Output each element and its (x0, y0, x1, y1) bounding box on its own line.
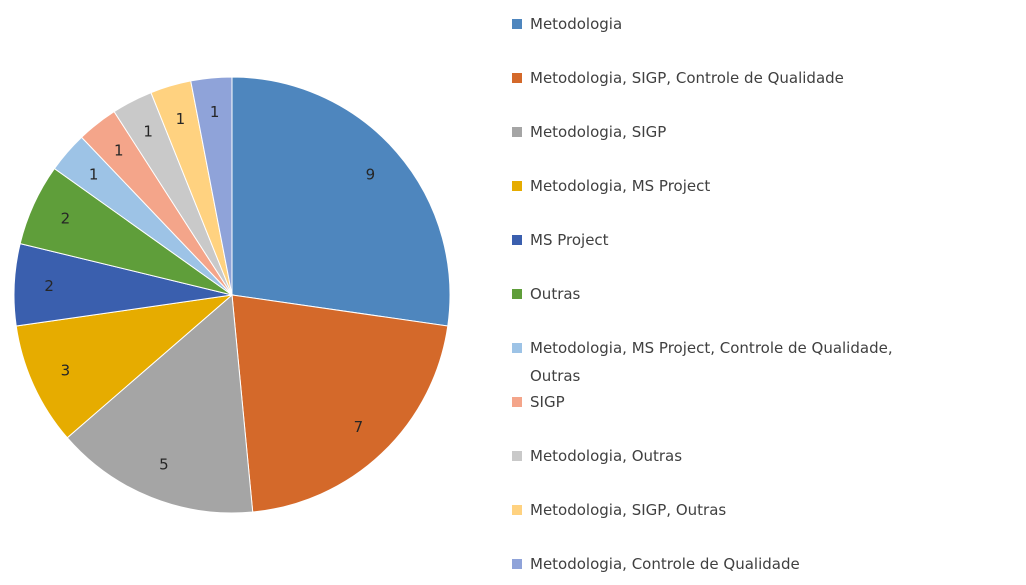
data-label: 1 (210, 103, 220, 121)
legend-swatch (512, 181, 522, 191)
legend-label: Metodologia (530, 15, 623, 33)
legend-label: SIGP (530, 393, 565, 411)
legend-swatch (512, 289, 522, 299)
legend-entry: Metodologia, SIGP, Outras (512, 496, 930, 524)
legend-swatch (512, 127, 522, 137)
legend-label: Metodologia, SIGP, Outras (530, 501, 727, 519)
legend-label: Metodologia, SIGP, Controle de Qualidade (530, 69, 844, 87)
legend-entry: Metodologia, MS Project (512, 172, 930, 200)
data-label: 7 (354, 418, 364, 436)
data-label: 1 (143, 123, 153, 141)
pie-slice (66, 293, 254, 514)
legend-swatch (512, 235, 522, 245)
legend-label: Metodologia, SIGP (530, 123, 667, 141)
legend-swatch (512, 19, 522, 29)
data-label: 2 (44, 277, 54, 295)
legend-label: Metodologia, Controle de Qualidade (530, 555, 800, 573)
pie-slice (231, 294, 449, 513)
data-label: 1 (114, 142, 124, 160)
data-label: 2 (61, 209, 71, 227)
legend-entry: Metodologia, SIGP (512, 118, 930, 146)
pie-slice (190, 76, 233, 296)
data-label: 1 (89, 166, 99, 184)
legend-label: Outras (530, 285, 581, 303)
legend-swatch (512, 397, 522, 407)
data-label: 9 (366, 166, 376, 184)
data-label: 3 (61, 362, 71, 380)
legend-entry: Metodologia, SIGP, Controle de Qualidade (512, 64, 930, 92)
legend-swatch (512, 505, 522, 515)
legend-label: Metodologia, MS Project (530, 177, 711, 195)
pie-slice (231, 76, 451, 327)
pie-slice (15, 294, 234, 439)
legend-entry: Metodologia, MS Project, Controle de Qua… (512, 334, 930, 390)
legend-swatch (512, 343, 522, 353)
legend-entry: Metodologia, Controle de Qualidade (512, 550, 930, 578)
legend-entry: Outras (512, 280, 930, 308)
legend-label: MS Project (530, 231, 609, 249)
legend-swatch (512, 73, 522, 83)
legend-entry: Metodologia (512, 10, 930, 38)
legend-entry: SIGP (512, 388, 930, 416)
legend-swatch (512, 451, 522, 461)
legend-swatch (512, 559, 522, 569)
legend-entry: MS Project (512, 226, 930, 254)
data-label: 5 (159, 456, 169, 474)
legend-label: Metodologia, MS Project, Controle de Qua… (530, 339, 893, 385)
legend-entry: Metodologia, Outras (512, 442, 930, 470)
data-label: 1 (176, 110, 186, 128)
legend-label: Metodologia, Outras (530, 447, 683, 465)
